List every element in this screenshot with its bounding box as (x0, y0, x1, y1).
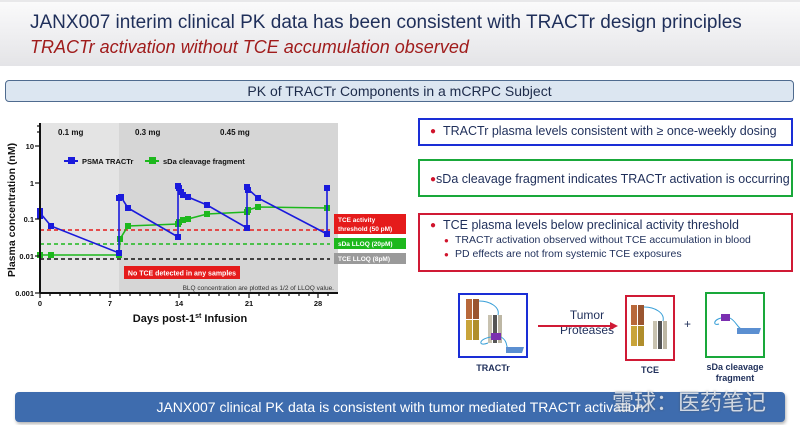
tce-threshold-text-2: threshold (50 pM) (338, 226, 392, 233)
threshold-badges: TCE activity threshold (50 pM) sDa LLOQ … (334, 214, 406, 264)
sub-bullet-item: ● PD effects are not from systemic TCE ex… (444, 248, 781, 260)
sda-label-line: fragment (715, 373, 755, 383)
bullet-icon: ● (430, 125, 437, 137)
bullet-box-dosing: ● TRACTr plasma levels consistent with ≥ … (418, 118, 793, 146)
dose-region-0.1mg (40, 123, 119, 293)
bullet-box-activation: ● sDa cleavage fragment indicates TRACTr … (418, 159, 793, 197)
tce-lloq-text: TCE LLOQ (8pM) (338, 256, 390, 263)
bullet-item: ● TCE plasma levels below preclinical act… (430, 218, 781, 232)
y-tick: 10 (26, 142, 34, 151)
tce-box (625, 295, 675, 361)
dose-label: 0.1 mg (58, 128, 83, 137)
sda-lloq-text: sDa LLOQ (20pM) (338, 241, 393, 248)
pk-chart-svg: 0.1 mg 0.3 mg 0.45 mg PSMA TRACTr sDa cl… (6, 123, 345, 325)
bullet-text: PD effects are not from systemic TCE exp… (455, 248, 682, 260)
y-tick: 0.01 (19, 252, 34, 261)
x-tick: 7 (108, 299, 112, 308)
legend-sda: sDa cleavage fragment (163, 157, 245, 166)
page-subtitle: TRACTr activation without TCE accumulati… (30, 37, 469, 57)
x-tick: 0 (38, 299, 42, 308)
y-tick: 0.001 (15, 289, 34, 298)
bullet-text: TRACTr activation observed without TCE a… (455, 234, 751, 246)
no-tce-badge (124, 266, 240, 279)
blq-note: BLQ concentration are plotted as 1/2 of … (183, 285, 335, 292)
x-tick: 28 (314, 299, 322, 308)
bullet-icon: ● (444, 235, 449, 245)
x-tick: 21 (245, 299, 253, 308)
pk-chart: 0.1 mg 0.3 mg 0.45 mg PSMA TRACTr sDa cl… (0, 110, 345, 330)
y-tick: 1 (30, 179, 34, 188)
y-tick: 0.1 (24, 215, 34, 224)
tractr-label: TRACTr (476, 363, 510, 373)
tce-threshold-text-1: TCE activity (338, 217, 376, 224)
legend-sda-marker (149, 157, 156, 164)
legend-tractr-marker (68, 157, 75, 164)
legend-tractr: PSMA TRACTr (82, 157, 133, 166)
tce-molecule-icon (631, 305, 667, 349)
sub-bullet-item: ● TRACTr activation observed without TCE … (444, 234, 781, 246)
tractr-molecule-icon (466, 299, 524, 353)
bullet-icon: ● (444, 249, 449, 259)
page-title: JANX007 interim clinical PK data has bee… (30, 12, 742, 33)
watermark: 雪球：医药笔记 (612, 391, 767, 416)
bullet-item: ● sDa cleavage fragment indicates TRACTr … (430, 172, 790, 186)
dose-label: 0.3 mg (135, 128, 160, 137)
bullet-icon: ● (430, 219, 437, 231)
no-tce-label: No TCE detected in any samples (128, 271, 236, 278)
bullet-text: TCE plasma levels below preclinical acti… (443, 218, 739, 232)
bullet-text: sDa cleavage fragment indicates TRACTr a… (436, 172, 790, 186)
sda-label-line: sDa cleavage (706, 362, 764, 372)
tractr-box (458, 293, 528, 358)
header: JANX007 interim clinical PK data has bee… (0, 0, 800, 66)
section-bar: PK of TRACTr Components in a mCRPC Subje… (5, 80, 794, 102)
bullet-text: TRACTr plasma levels consistent with ≥ o… (443, 124, 777, 138)
tce-label: TCE (641, 365, 659, 375)
arrow-label-line: Tumor (569, 308, 605, 322)
bullet-item: ● TRACTr plasma levels consistent with ≥ … (430, 124, 781, 138)
plus-sign: + (684, 317, 692, 331)
x-minor-ticks (39, 293, 329, 298)
x-axis-title: Days post-1st Infusion (133, 313, 248, 325)
bullet-icon: ● (430, 173, 437, 185)
conclusion-banner: JANX007 clinical PK data is consistent w… (15, 392, 785, 422)
sda-label: sDa cleavage fragment (695, 362, 775, 384)
x-tick: 14 (175, 299, 184, 308)
bullet-box-tce: ● TCE plasma levels below preclinical act… (418, 213, 793, 272)
mechanism-diagram: TRACTr Tumor Proteases TCE + (440, 285, 800, 390)
sda-fragment-icon (714, 314, 761, 334)
arrow-icon (538, 322, 618, 330)
sda-box (705, 292, 765, 358)
dose-label: 0.45 mg (220, 128, 250, 137)
y-axis-title: Plasma concentration (nM) (6, 143, 18, 277)
